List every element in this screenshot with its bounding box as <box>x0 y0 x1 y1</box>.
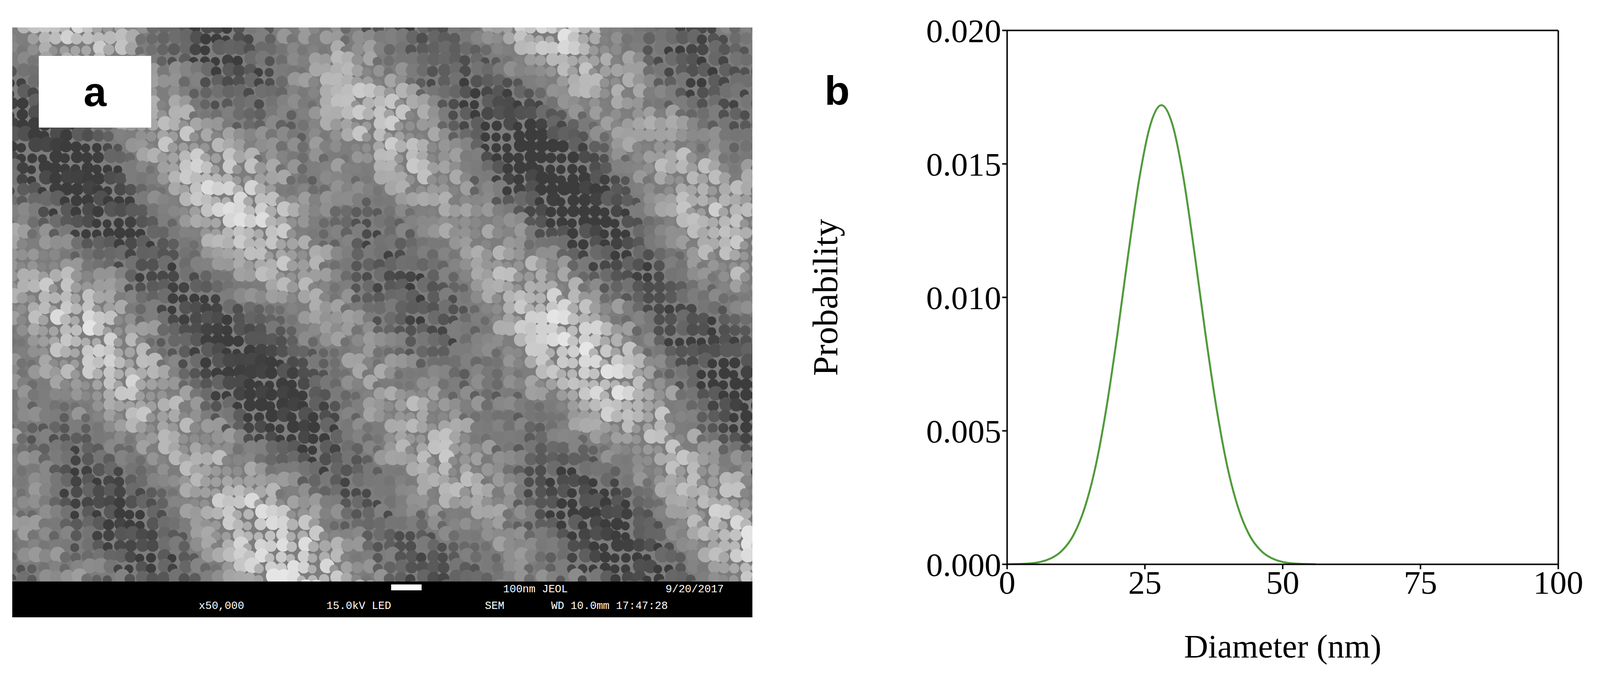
html-text:x50,000: x50,000 <box>198 600 245 613</box>
html-text:SEM: SEM <box>484 600 505 613</box>
svg-text:Probability: Probability <box>805 218 846 376</box>
html-text:9/20/2017: 9/20/2017 <box>665 583 724 596</box>
svg-text:Diameter (nm): Diameter (nm) <box>1183 627 1382 666</box>
svg-text:50: 50 <box>1266 563 1300 602</box>
svg-text:0.020: 0.020 <box>926 12 1002 50</box>
svg-text:75: 75 <box>1403 563 1438 602</box>
svg-text:0.005: 0.005 <box>926 412 1002 451</box>
html-text:WD 10.0mm 17:47:28: WD 10.0mm 17:47:28 <box>551 600 668 613</box>
html-text:100nm JEOL: 100nm JEOL <box>503 583 568 596</box>
svg-text:0.000: 0.000 <box>926 546 1002 584</box>
html-text:a: a <box>83 68 107 115</box>
svg-text:100: 100 <box>1533 563 1584 602</box>
html-text:b: b <box>824 67 850 114</box>
svg-text:0.010: 0.010 <box>926 279 1002 317</box>
svg-text:0: 0 <box>998 563 1016 602</box>
svg-text:25: 25 <box>1128 563 1162 602</box>
html-text:15.0kV LED: 15.0kV LED <box>326 600 392 613</box>
svg-text:0.015: 0.015 <box>926 145 1002 184</box>
